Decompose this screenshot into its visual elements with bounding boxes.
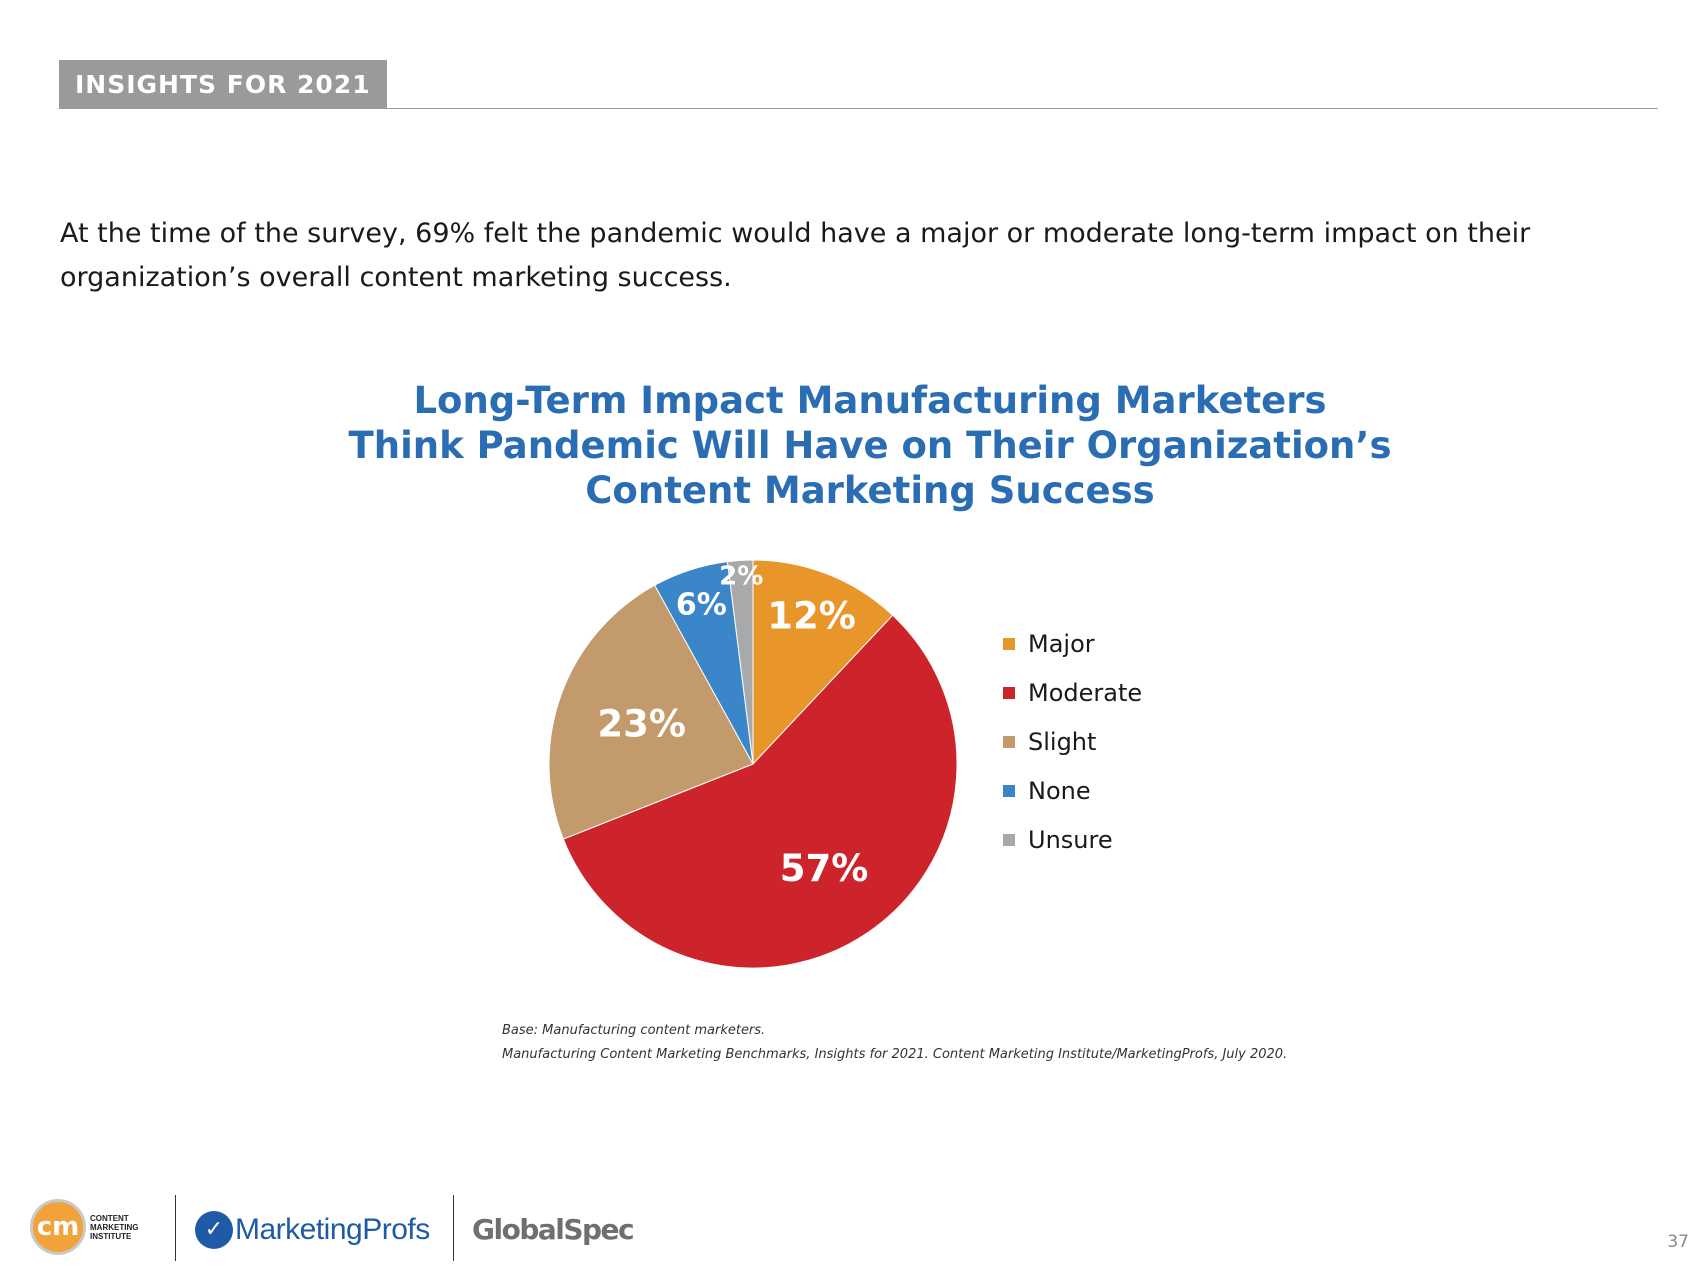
legend-label-unsure: Unsure	[1028, 825, 1113, 854]
pie-label-none: 6%	[676, 587, 727, 622]
cmi-logo-line-3: INSTITUTE	[90, 1231, 132, 1241]
chart-title-line-3: Content Marketing Success	[585, 469, 1155, 512]
pie-label-unsure: 2%	[719, 562, 763, 592]
cmi-logo-mark: cm	[30, 1199, 86, 1255]
pie-slice-unsure	[726, 559, 754, 765]
source-citation: Manufacturing Content Marketing Benchmar…	[502, 1047, 1288, 1062]
pie-slice-major	[752, 559, 894, 766]
legend-label-major: Major	[1028, 629, 1095, 658]
pie-label-slight: 23%	[597, 702, 686, 745]
section-tab: INSIGHTS FOR 2021	[59, 60, 387, 109]
legend-swatch-slight	[1003, 735, 1015, 748]
chart-title-line-1: Long-Term Impact Manufacturing Marketers	[413, 379, 1327, 422]
cmi-logo-line-1: CONTENT	[90, 1213, 129, 1223]
footer-divider	[175, 1195, 176, 1261]
legend-item-major: Major	[1003, 619, 1142, 668]
pie-label-major: 12%	[767, 595, 856, 638]
marketingprofs-logo-text: MarketingProfs	[235, 1213, 430, 1246]
legend-swatch-unsure	[1003, 833, 1015, 846]
legend-item-slight: Slight	[1003, 717, 1142, 766]
chart-legend: Major Moderate Slight None Unsure	[1003, 619, 1142, 864]
globalspec-logo: GlobalSpec	[472, 1213, 635, 1246]
header-rule	[59, 108, 1658, 109]
cmi-logo-line-2: MARKETING	[90, 1222, 139, 1232]
legend-item-unsure: Unsure	[1003, 815, 1142, 864]
page-number: 37	[1667, 1232, 1689, 1252]
legend-label-none: None	[1028, 776, 1091, 805]
source-note: Base: Manufacturing content marketers. M…	[502, 1019, 1287, 1067]
marketingprofs-logo-mark: ✓	[195, 1211, 233, 1249]
source-base: Base: Manufacturing content marketers.	[502, 1023, 766, 1038]
chart-title-line-2: Think Pandemic Will Have on Their Organi…	[348, 424, 1392, 467]
cmi-logo: cm CONTENT MARKETING INSTITUTE	[30, 1199, 150, 1255]
chart-title: Long-Term Impact Manufacturing Marketers…	[300, 378, 1440, 513]
intro-text: At the time of the survey, 69% felt the …	[60, 218, 1531, 293]
legend-swatch-major	[1003, 637, 1015, 650]
pie-slice-slight	[548, 584, 754, 840]
pie-label-moderate: 57%	[780, 847, 869, 890]
legend-label-moderate: Moderate	[1028, 678, 1143, 707]
pie-slice-moderate	[562, 614, 958, 969]
legend-label-slight: Slight	[1028, 727, 1097, 756]
cmi-logo-text: CONTENT MARKETING INSTITUTE	[90, 1214, 150, 1241]
footer-divider	[453, 1195, 454, 1261]
legend-swatch-moderate	[1003, 686, 1015, 699]
legend-item-none: None	[1003, 766, 1142, 815]
marketingprofs-logo: ✓ MarketingProfs	[195, 1211, 430, 1249]
legend-item-moderate: Moderate	[1003, 668, 1142, 717]
legend-swatch-none	[1003, 784, 1015, 797]
